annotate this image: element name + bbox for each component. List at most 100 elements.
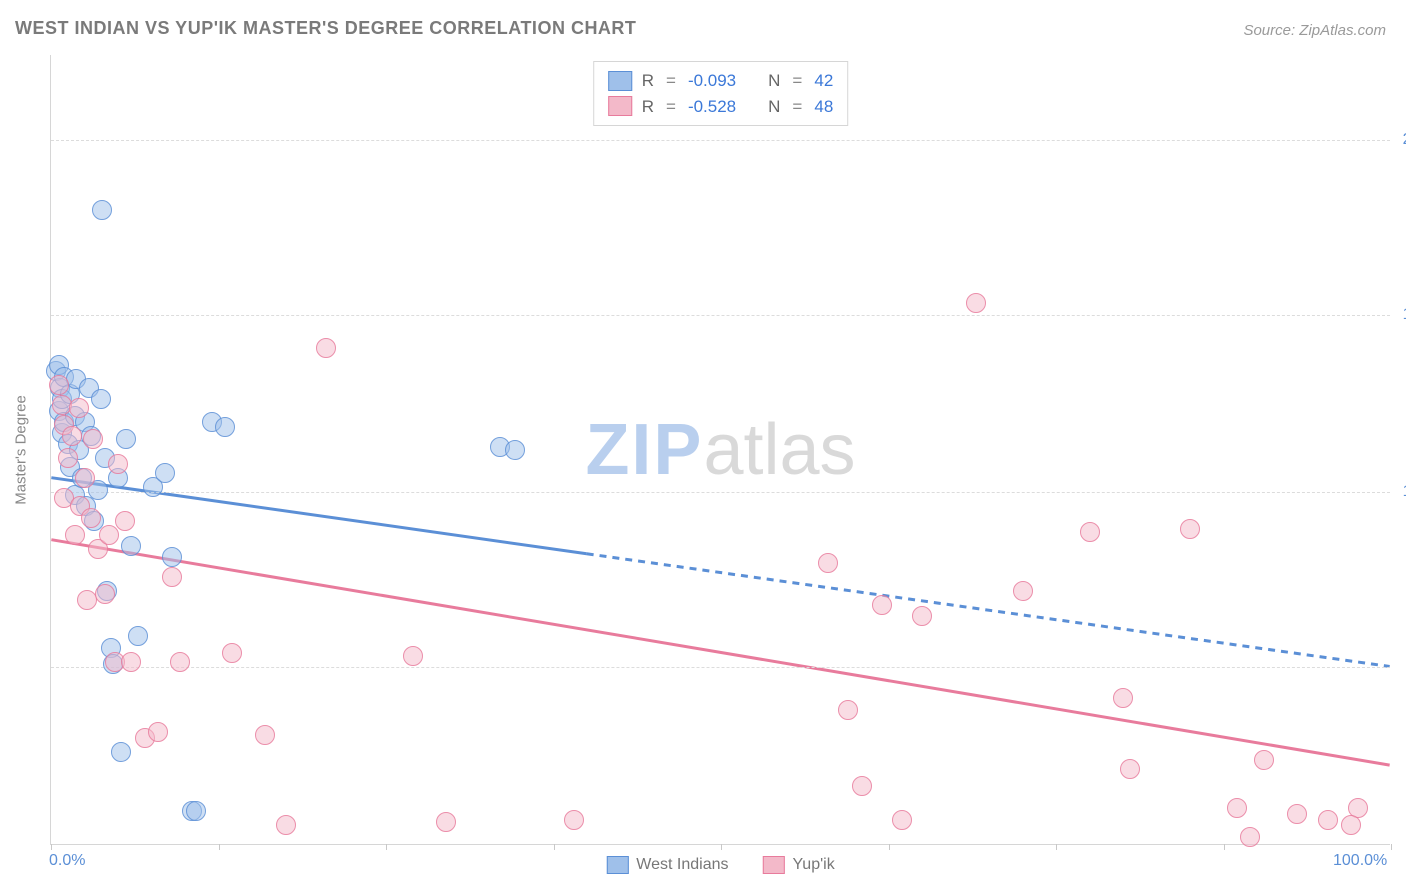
legend-R-label: R	[642, 68, 654, 94]
data-point-series-0	[215, 417, 235, 437]
data-point-series-1	[65, 525, 85, 545]
data-point-series-1	[316, 338, 336, 358]
data-point-series-1	[99, 525, 119, 545]
legend-N-label: N	[768, 68, 780, 94]
data-point-series-1	[69, 398, 89, 418]
data-point-series-1	[121, 652, 141, 672]
gridline	[51, 140, 1390, 141]
data-point-series-1	[1341, 815, 1361, 835]
series-swatch-1	[763, 856, 785, 874]
data-point-series-1	[115, 511, 135, 531]
data-point-series-1	[75, 468, 95, 488]
y-tick-label: 18.8%	[1393, 306, 1406, 324]
legend-R-value-0: -0.093	[688, 68, 736, 94]
data-point-series-1	[892, 810, 912, 830]
data-point-series-0	[91, 389, 111, 409]
data-point-series-1	[852, 776, 872, 796]
data-point-series-1	[1080, 522, 1100, 542]
series-legend: West Indians Yup'ik	[606, 856, 834, 874]
data-point-series-1	[1180, 519, 1200, 539]
data-point-series-1	[1113, 688, 1133, 708]
data-point-series-1	[148, 722, 168, 742]
data-point-series-0	[111, 742, 131, 762]
gridline	[51, 667, 1390, 668]
data-point-series-1	[1120, 759, 1140, 779]
data-point-series-1	[436, 812, 456, 832]
legend-eq: =	[666, 68, 676, 94]
data-point-series-0	[505, 440, 525, 460]
data-point-series-1	[83, 429, 103, 449]
legend-R-value-1: -0.528	[688, 94, 736, 120]
data-point-series-1	[872, 595, 892, 615]
data-point-series-1	[62, 426, 82, 446]
source-label: Source: ZipAtlas.com	[1243, 22, 1386, 39]
data-point-series-1	[49, 375, 69, 395]
data-point-series-0	[162, 547, 182, 567]
data-point-series-0	[186, 801, 206, 821]
data-point-series-1	[222, 643, 242, 663]
legend-eq: =	[666, 94, 676, 120]
series-name-0: West Indians	[636, 856, 728, 874]
x-tick	[51, 844, 52, 850]
correlation-legend: R = -0.093 N = 42 R = -0.528 N = 48	[593, 61, 849, 126]
data-point-series-1	[1254, 750, 1274, 770]
x-tick-label: 0.0%	[49, 852, 85, 870]
data-point-series-1	[58, 448, 78, 468]
data-point-series-1	[403, 646, 423, 666]
trend-lines	[51, 55, 1390, 844]
legend-N-value-0: 42	[814, 68, 833, 94]
legend-row-series-1: R = -0.528 N = 48	[608, 94, 834, 120]
data-point-series-1	[108, 454, 128, 474]
x-tick	[219, 844, 220, 850]
x-tick	[1224, 844, 1225, 850]
data-point-series-1	[838, 700, 858, 720]
series-name-1: Yup'ik	[793, 856, 835, 874]
y-tick-label: 25.0%	[1393, 131, 1406, 149]
data-point-series-0	[121, 536, 141, 556]
data-point-series-1	[912, 606, 932, 626]
scatter-plot: ZIPatlas Master's Degree R = -0.093 N = …	[50, 55, 1390, 845]
data-point-series-1	[818, 553, 838, 573]
legend-N-label: N	[768, 94, 780, 120]
legend-R-label: R	[642, 94, 654, 120]
data-point-series-0	[92, 200, 112, 220]
legend-eq: =	[792, 68, 802, 94]
legend-row-series-0: R = -0.093 N = 42	[608, 68, 834, 94]
data-point-series-1	[1318, 810, 1338, 830]
data-point-series-1	[564, 810, 584, 830]
x-tick	[889, 844, 890, 850]
legend-eq: =	[792, 94, 802, 120]
data-point-series-1	[162, 567, 182, 587]
gridline	[51, 315, 1390, 316]
series-swatch-0	[606, 856, 628, 874]
x-tick	[721, 844, 722, 850]
data-point-series-1	[966, 293, 986, 313]
chart-title: WEST INDIAN VS YUP'IK MASTER'S DEGREE CO…	[15, 18, 636, 39]
data-point-series-1	[1287, 804, 1307, 824]
legend-swatch-0	[608, 71, 632, 91]
data-point-series-0	[116, 429, 136, 449]
data-point-series-1	[1240, 827, 1260, 847]
y-tick-label: 6.3%	[1393, 658, 1406, 676]
y-tick-label: 12.5%	[1393, 483, 1406, 501]
legend-swatch-1	[608, 96, 632, 116]
x-tick-label: 100.0%	[1333, 852, 1387, 870]
data-point-series-1	[170, 652, 190, 672]
x-tick	[1056, 844, 1057, 850]
x-tick	[554, 844, 555, 850]
legend-N-value-1: 48	[814, 94, 833, 120]
series-legend-item-0: West Indians	[606, 856, 728, 874]
data-point-series-1	[1227, 798, 1247, 818]
data-point-series-1	[81, 508, 101, 528]
data-point-series-1	[276, 815, 296, 835]
data-point-series-0	[155, 463, 175, 483]
series-legend-item-1: Yup'ik	[763, 856, 835, 874]
data-point-series-1	[1013, 581, 1033, 601]
x-tick	[386, 844, 387, 850]
y-axis-title: Master's Degree	[13, 395, 30, 505]
data-point-series-1	[255, 725, 275, 745]
gridline	[51, 492, 1390, 493]
x-tick	[1391, 844, 1392, 850]
data-point-series-1	[95, 584, 115, 604]
data-point-series-0	[128, 626, 148, 646]
